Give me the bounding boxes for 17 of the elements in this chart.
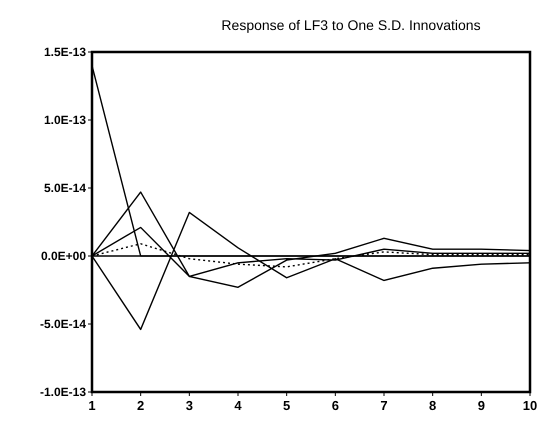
y-tick-label: 0.0E+00 <box>40 249 86 264</box>
x-tick-label: 5 <box>283 398 290 413</box>
x-tick-label: 3 <box>186 398 193 413</box>
y-tick-label: -5.0E-14 <box>40 317 86 332</box>
x-tick-label: 6 <box>332 398 339 413</box>
x-tick-label: 9 <box>478 398 485 413</box>
y-tick-label: 5.0E-14 <box>44 181 86 196</box>
x-tick-label: 8 <box>429 398 436 413</box>
x-tick-label: 4 <box>234 398 242 413</box>
x-tick-label: 2 <box>137 398 144 413</box>
x-tick-label: 1 <box>88 398 96 413</box>
y-tick-label: -1.0E-13 <box>40 385 86 400</box>
x-tick-label: 7 <box>380 398 388 413</box>
y-tick-label: 1.0E-13 <box>44 113 86 128</box>
x-tick-label: 10 <box>522 398 538 413</box>
chart-title: Response of LF3 to One S.D. Innovations <box>221 17 481 33</box>
y-tick-label: 1.5E-13 <box>44 45 86 60</box>
